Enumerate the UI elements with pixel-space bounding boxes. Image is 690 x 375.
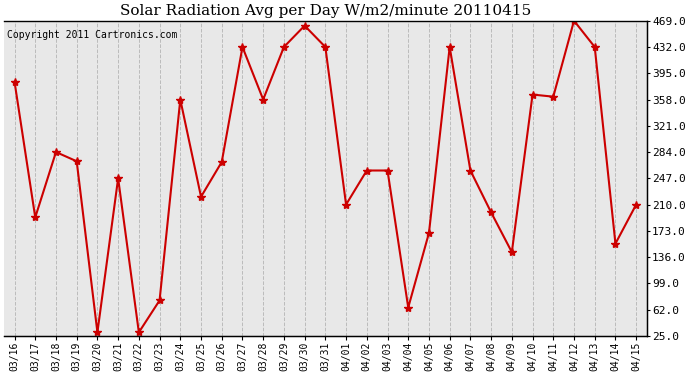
Text: Copyright 2011 Cartronics.com: Copyright 2011 Cartronics.com [8, 30, 178, 40]
Title: Solar Radiation Avg per Day W/m2/minute 20110415: Solar Radiation Avg per Day W/m2/minute … [120, 4, 531, 18]
